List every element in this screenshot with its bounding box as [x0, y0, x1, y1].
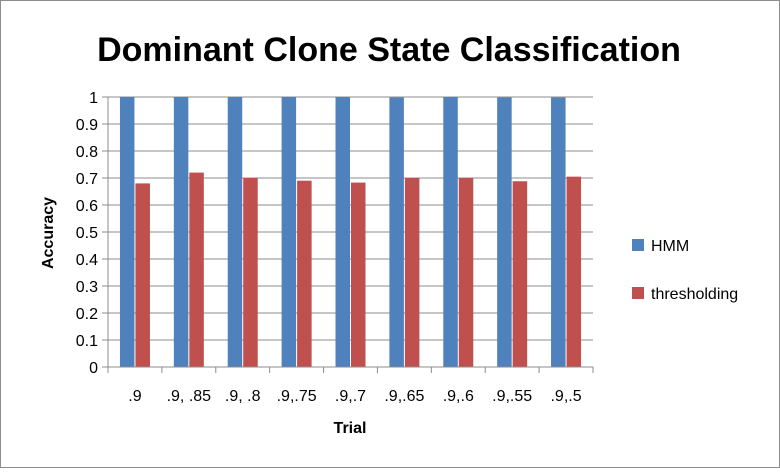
axes — [102, 96, 594, 373]
bar-hmm-0 — [119, 97, 135, 367]
y-tick-label: 0.7 — [76, 171, 98, 188]
y-tick-label: 0.2 — [76, 306, 98, 323]
y-tick-label: 1 — [89, 90, 98, 107]
y-tick-label: 0.8 — [76, 144, 98, 161]
bar-thresholding-0 — [135, 183, 150, 367]
legend-label-hmm: HMM — [651, 238, 689, 255]
bar-hmm-7 — [497, 97, 512, 367]
y-tick-label: 0.6 — [76, 198, 98, 215]
gridlines — [108, 96, 593, 341]
bar-thresholding-7 — [512, 181, 528, 367]
y-tick-label: 0.1 — [76, 333, 98, 350]
bar-hmm-8 — [551, 97, 566, 367]
x-tick-label: .9,.7 — [335, 388, 366, 405]
bar-thresholding-6 — [458, 178, 474, 367]
y-tick-label: 0 — [89, 360, 98, 377]
y-tick-labels: 0 0.1 0.2 0.3 0.4 0.5 0.6 0.7 0.8 0.9 1 — [76, 90, 98, 377]
x-tick-label: .9,.75 — [277, 388, 317, 405]
x-tick-label: .9, .8 — [225, 388, 261, 405]
legend-swatch-hmm — [632, 239, 644, 251]
bar-thresholding-1 — [189, 172, 204, 367]
y-tick-label: 0.5 — [76, 225, 98, 242]
bar-thresholding-4 — [351, 182, 366, 367]
y-tick-label: 0.9 — [76, 117, 98, 134]
x-tick-label: .9,.6 — [443, 388, 474, 405]
x-tick-labels: .9 .9, .85 .9, .8 .9,.75 .9,.7 .9,.65 .9,.6 .9,… — [128, 388, 581, 405]
bar-hmm-5 — [389, 97, 404, 367]
bar-hmm-3 — [281, 97, 297, 367]
legend: HMM thresholding — [632, 238, 738, 303]
y-tick-label: 0.3 — [76, 279, 98, 296]
x-tick-label: .9,.55 — [492, 388, 532, 405]
legend-swatch-thresholding — [632, 287, 644, 299]
y-tick-label: 0.4 — [76, 252, 98, 269]
x-tick-label: .9,.65 — [384, 388, 424, 405]
legend-label-thresholding: thresholding — [651, 286, 738, 303]
x-axis-title: Trial — [334, 420, 367, 437]
chart-title: Dominant Clone State Classification — [97, 31, 681, 69]
bar-hmm-1 — [173, 97, 189, 367]
bar-thresholding-5 — [404, 178, 420, 367]
y-axis-title: Accuracy — [40, 197, 57, 269]
bars — [119, 97, 582, 367]
bar-thresholding-8 — [566, 176, 582, 367]
bar-thresholding-3 — [297, 180, 312, 367]
bar-hmm-2 — [227, 97, 243, 367]
bar-hmm-6 — [443, 97, 458, 367]
bar-hmm-4 — [335, 97, 350, 367]
bar-thresholding-2 — [243, 178, 258, 367]
x-tick-label: .9 — [128, 388, 141, 405]
x-tick-label: .9, .85 — [167, 388, 212, 405]
x-tick-label: .9,.5 — [550, 388, 581, 405]
